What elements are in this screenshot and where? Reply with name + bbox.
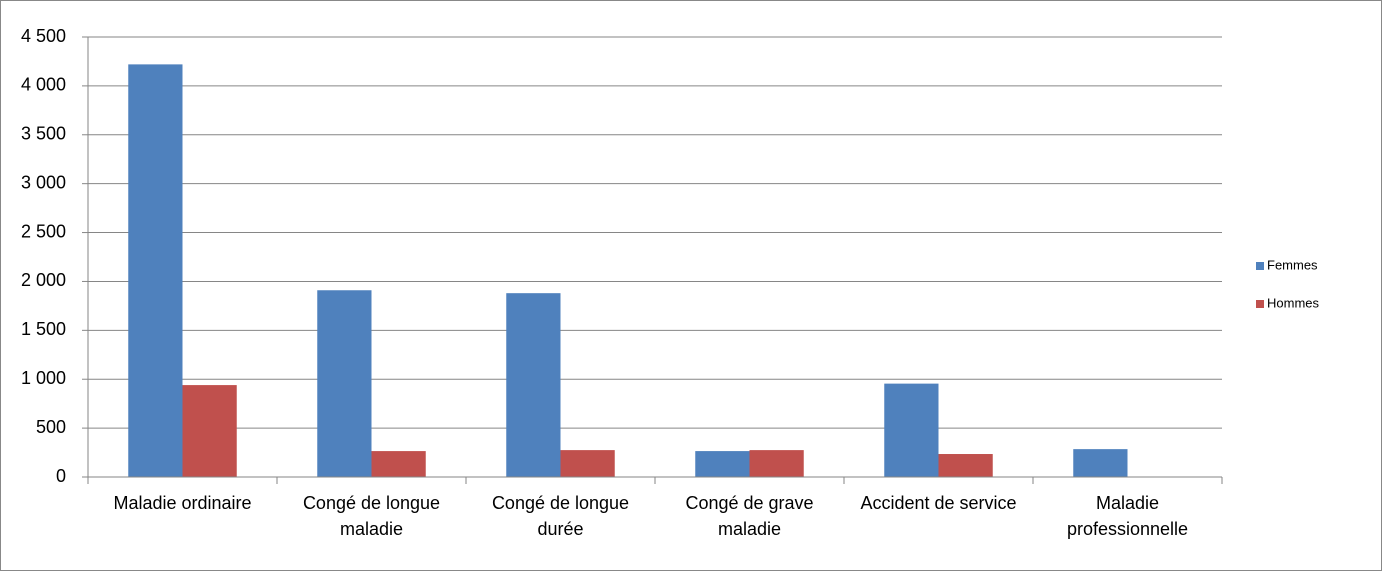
- bar: [695, 451, 750, 477]
- y-tick-label: 1 500: [21, 319, 66, 339]
- y-tick-label: 2 000: [21, 270, 66, 290]
- legend-swatch: [1256, 300, 1264, 308]
- x-tick-label: Accident de service: [860, 493, 1017, 513]
- bar: [560, 450, 615, 477]
- bar: [749, 450, 804, 477]
- bar: [371, 451, 426, 477]
- y-tick-label: 3 500: [21, 124, 66, 144]
- legend-label: Femmes: [1267, 257, 1318, 272]
- y-tick-label: 4 000: [21, 75, 66, 95]
- bar: [938, 454, 993, 477]
- y-tick-label: 1 000: [21, 368, 66, 388]
- legend-label: Hommes: [1267, 295, 1320, 310]
- y-tick-label: 3 000: [21, 172, 66, 192]
- x-tick-label: Congé de grave maladie: [685, 493, 814, 539]
- x-tick-label: Maladie ordinaire: [113, 493, 252, 513]
- x-tick-label: Congé de longue durée: [491, 493, 630, 539]
- legend-swatch: [1256, 262, 1264, 270]
- bar: [884, 383, 939, 477]
- y-tick-label: 500: [36, 417, 66, 437]
- bar: [182, 385, 237, 477]
- x-tick-label: Congé de longue maladie: [302, 493, 441, 539]
- bar: [1073, 449, 1128, 477]
- y-tick-label: 2 500: [21, 221, 66, 241]
- bar: [317, 290, 372, 477]
- bar: [506, 293, 561, 477]
- x-tick-label: Maladie professionnelle: [1066, 493, 1189, 539]
- bar: [128, 64, 183, 477]
- y-tick-label: 4 500: [21, 26, 66, 46]
- y-tick-label: 0: [56, 466, 66, 486]
